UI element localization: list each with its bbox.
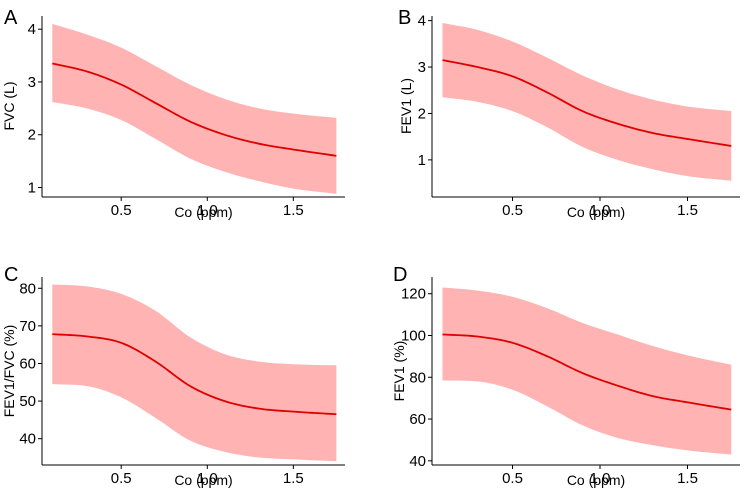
x-tick-label: 1.5 [677,470,698,487]
y-tick-label: 50 [19,393,36,410]
y-tick-label: 80 [409,369,426,386]
y-tick-label: 80 [19,280,36,297]
fit-line [52,62,337,157]
x-tick-label: 0.5 [502,470,523,487]
confidence-band [442,287,732,455]
y-axis-label: FEV1 (L) [398,78,414,134]
x-tick-label: 1.0 [590,202,611,219]
x-axis-label: Co (ppm) [567,204,625,220]
x-tick-label: 1.0 [590,470,611,487]
y-tick-label: 2 [418,105,426,122]
x-tick-label: 0.5 [111,470,132,487]
y-tick-label: 4 [28,21,36,38]
fit-line [442,333,732,411]
x-axis-label: Co (ppm) [174,472,232,488]
x-tick-label: 1.0 [197,202,218,219]
confidence-band [52,23,337,194]
panel-a: A FVC (L) Co (ppm) 0.5 1.0 1.5 1 2 3 4 [1,7,345,220]
panel-d: D FEV1 (%) Co (ppm) 0.5 1.0 1.5 40 60 80 100 12… [391,264,740,488]
y-tick-label: 120 [401,286,426,303]
y-axis-label: FEV1/FVC (%) [1,325,17,418]
y-tick-label: 3 [418,59,426,76]
y-tick-label: 3 [28,74,36,91]
x-axis-label: Co (ppm) [174,204,232,220]
confidence-band [442,22,732,181]
fit-line [52,333,337,416]
y-tick-label: 1 [418,152,426,169]
x-tick-label: 1.5 [677,202,698,219]
x-tick-label: 1.5 [283,470,304,487]
panel-letter: B [398,7,411,29]
y-tick-label: 60 [19,355,36,372]
y-axis-label: FVC (L) [1,82,17,131]
y-axis-label: FEV1 (%) [391,341,407,402]
y-tick-label: 2 [28,127,36,144]
x-axis-label: Co (ppm) [567,472,625,488]
confidence-band [52,284,337,462]
x-tick-label: 0.5 [111,202,132,219]
panel-c: C FEV1/FVC (%) Co (ppm) 0.5 1.0 1.5 40 50 60 7… [1,264,345,488]
y-tick-label: 4 [418,13,426,30]
y-tick-label: 100 [401,327,426,344]
x-tick-label: 1.0 [197,470,218,487]
x-tick-label: 1.5 [283,202,304,219]
y-tick-label: 60 [409,411,426,428]
panel-letter: D [393,264,407,286]
panel-b: B FEV1 (L) Co (ppm) 0.5 1.0 1.5 1 2 3 4 [398,7,740,220]
x-tick-label: 0.5 [502,202,523,219]
panel-letter: C [4,264,18,286]
y-tick-label: 40 [19,431,36,448]
y-tick-label: 70 [19,318,36,335]
y-tick-label: 1 [28,180,36,197]
panel-letter: A [4,7,18,29]
fit-line [442,59,732,147]
y-tick-label: 40 [409,453,426,470]
